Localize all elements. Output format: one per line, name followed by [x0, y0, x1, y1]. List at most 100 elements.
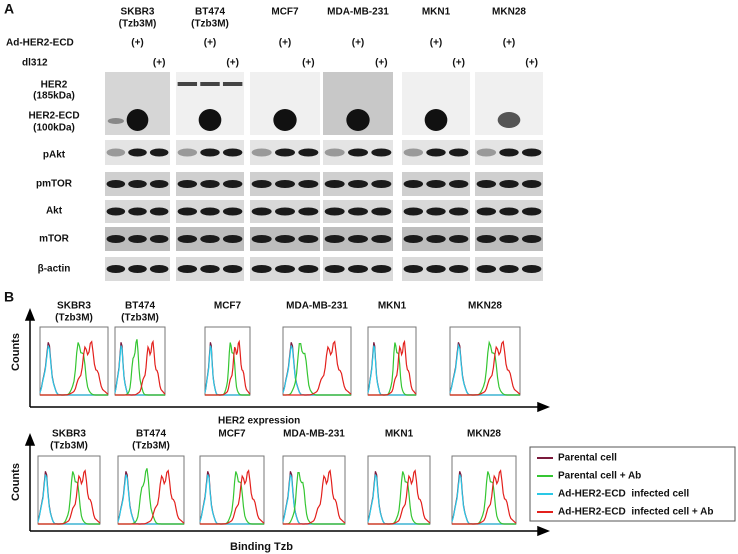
cell-line-note: (Tzb3M): [55, 313, 93, 324]
panel-label: A: [4, 1, 14, 17]
blot-band: [499, 148, 519, 157]
blot-band: [324, 235, 345, 243]
legend-label: Ad-HER2-ECD infected cell + Ab: [558, 507, 714, 518]
blot-band: [222, 82, 243, 86]
blot-band: [106, 148, 126, 157]
blot-band: [222, 180, 243, 188]
blot-band: [251, 207, 272, 216]
blot-band: [275, 265, 295, 273]
blot-band: [426, 235, 446, 243]
blot-label: Akt: [46, 206, 63, 217]
axes: [24, 307, 551, 537]
blot-band: [476, 235, 497, 243]
histogram-curve: [200, 469, 265, 525]
cell-line: SKBR3: [57, 301, 91, 312]
plus-sign: (+): [131, 38, 144, 49]
blot-band: [251, 235, 272, 243]
cell-line: BT474: [125, 301, 155, 312]
blot-label: mTOR: [39, 234, 70, 245]
x-axis-label: HER2 expression: [218, 416, 300, 427]
plus-sign: (+): [204, 38, 217, 49]
blot-band: [448, 180, 469, 188]
blot-band: [499, 265, 519, 273]
blot-band: [177, 180, 198, 188]
blot-band: [348, 180, 368, 188]
blot-band: [371, 180, 392, 188]
blot-band: [149, 235, 169, 243]
blot-band: [106, 265, 126, 273]
blot-band: [499, 207, 519, 216]
plus-sign: (+): [525, 58, 538, 69]
plus-sign: (+): [352, 38, 365, 49]
blot-band: [448, 235, 469, 243]
histogram-curve: [368, 339, 417, 396]
blot-band: [149, 148, 169, 157]
blot-band: [298, 180, 319, 188]
blot-band: [426, 207, 446, 216]
cell-line: SKBR3: [121, 7, 155, 18]
blot-band: [426, 180, 446, 188]
blot-band: [275, 180, 295, 188]
blot-band: [348, 148, 368, 157]
blot-band: [107, 118, 124, 124]
blot-band: [106, 235, 126, 243]
histogram-curve: [450, 340, 521, 396]
cell-line-note: (Tzb3M): [132, 441, 170, 452]
plus-sign: (+): [430, 38, 443, 49]
blot-band: [476, 265, 497, 273]
blot-band: [128, 265, 147, 273]
blot-band: [521, 235, 542, 243]
blot-band: [426, 265, 446, 273]
blot-band: [177, 207, 198, 216]
blot-band: [106, 207, 126, 216]
blot-band: [273, 109, 297, 131]
blot-band: [448, 148, 469, 157]
blot-band: [371, 235, 392, 243]
treatment-label: Ad-HER2-ECD: [6, 38, 74, 49]
histogram-curve: [283, 472, 345, 525]
histogram-curve: [38, 469, 101, 525]
blot-band: [106, 180, 126, 188]
blot-band: [298, 235, 319, 243]
blot-band: [251, 180, 272, 188]
blot-band: [448, 265, 469, 273]
blot-band: [251, 148, 272, 157]
plus-sign: (+): [226, 58, 239, 69]
cell-line: MDA-MB-231: [327, 7, 389, 18]
blot-band: [521, 148, 542, 157]
cell-line: MKN28: [467, 429, 501, 440]
blot-band: [200, 207, 220, 216]
legend-label: Parental cell + Ab: [558, 471, 641, 482]
cell-line: MCF7: [218, 429, 246, 440]
blot-band: [499, 235, 519, 243]
blot-band: [403, 148, 424, 157]
histogram-curve: [115, 339, 166, 396]
plus-sign: (+): [452, 58, 465, 69]
blot-band: [177, 148, 198, 157]
cell-line-note: (Tzb3M): [191, 19, 229, 30]
plus-sign: (+): [302, 58, 315, 69]
blot-band: [448, 207, 469, 216]
treatment-label: dl312: [22, 58, 48, 69]
plus-sign: (+): [153, 58, 166, 69]
blot-band: [222, 207, 243, 216]
histogram-curve: [452, 469, 517, 525]
panel-label: B: [4, 289, 14, 305]
cell-line: MDA-MB-231: [283, 429, 345, 440]
cell-line: MKN28: [492, 7, 526, 18]
blot-band: [348, 235, 368, 243]
legend-label: Ad-HER2-ECD infected cell: [558, 489, 689, 500]
blot-band: [128, 207, 147, 216]
blot-band: [371, 207, 392, 216]
blot-band: [476, 148, 497, 157]
blot-band: [177, 235, 198, 243]
blot-band: [521, 207, 542, 216]
blot-band: [222, 148, 243, 157]
blot-band: [126, 109, 149, 131]
legend-box: [529, 446, 736, 522]
blot-band: [324, 148, 345, 157]
blot-band: [371, 265, 392, 273]
cell-line: MCF7: [214, 301, 242, 312]
blot-label: HER2-ECD: [28, 111, 79, 122]
cell-line: MKN1: [385, 429, 414, 440]
